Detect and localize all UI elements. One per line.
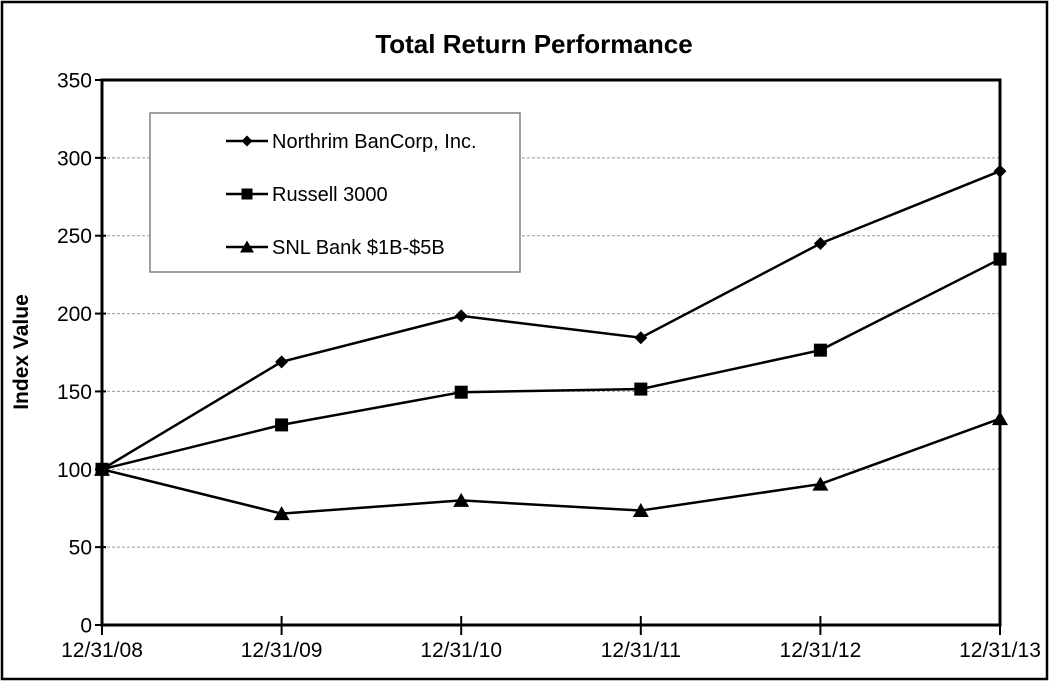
y-axis-label: Index Value [10,294,33,410]
legend-marker-diamond [241,135,253,147]
data-point-snl-bank-1b-5b-12/31/09 [273,506,290,521]
data-point-northrim-bancorp-inc-12/31/12 [813,237,827,250]
series-line-snl-bank-1b-5b [101,417,1001,515]
data-point-snl-bank-1b-5b-12/31/12 [812,476,829,491]
legend-box [149,112,521,273]
x-tick-label: 12/31/12 [780,639,862,662]
x-tick-labels: 12/31/08 12/31/09 12/31/10 12/31/11 12/31/12… [61,639,1041,662]
y-tick-label: 300 [57,147,92,170]
data-series [94,164,1008,521]
chart-title: Total Return Performance [375,29,692,59]
data-point-northrim-bancorp-inc-12/31/09 [275,355,289,369]
data-point-northrim-bancorp-inc-12/31/10 [454,309,468,323]
y-tick-label: 50 [69,537,92,560]
legend-marker-triangle [240,240,254,253]
y-tick-label: 250 [57,225,92,248]
y-tick-label: 100 [57,459,92,482]
x-tick-label: 12/31/10 [420,639,502,662]
x-tick-label: 12/31/08 [61,639,143,662]
x-tick-label: 12/31/11 [601,639,681,662]
legend: Northrim BanCorp, Inc. Russell 3000 SNL Ba… [149,112,521,273]
legend-marker-square [241,188,253,200]
plot-border-rect [100,78,1002,627]
y-tick-label: 150 [57,381,92,404]
y-tick-label: 350 [57,70,92,93]
x-tick-label: 12/31/13 [959,639,1041,662]
data-point-russell-3000-12/31/12 [813,343,827,357]
series-line-northrim-bancorp-inc [101,169,1001,471]
data-point-russell-3000-12/31/08 [95,462,109,476]
data-point-snl-bank-1b-5b-12/31/10 [453,492,470,507]
data-point-russell-3000-12/31/11 [634,382,648,396]
data-point-russell-3000-12/31/09 [275,418,289,432]
data-point-russell-3000-12/31/10 [454,385,468,399]
data-point-snl-bank-1b-5b-12/31/11 [632,503,649,518]
y-tick-labels: 0 50 100 150 200 250 300 350 [57,70,92,638]
data-point-northrim-bancorp-inc-12/31/13 [993,164,1007,178]
axis-ticks [95,79,1001,635]
legend-label-russell-3000: Russell 3000 [272,184,388,206]
data-point-snl-bank-1b-5b-12/31/13 [992,411,1008,426]
data-point-northrim-bancorp-inc-12/31/11 [634,331,648,345]
legend-label-northrim-bancorp-inc: Northrim BanCorp, Inc. [272,131,477,153]
x-tick-label: 12/31/09 [241,639,323,662]
legend-label-snl-bank-1b-5b: SNL Bank $1B-$5B [272,237,445,259]
series-line-russell-3000 [101,257,1001,471]
y-tick-label: 0 [80,615,92,638]
data-point-russell-3000-12/31/13 [993,252,1007,266]
y-tick-label: 200 [57,303,92,326]
